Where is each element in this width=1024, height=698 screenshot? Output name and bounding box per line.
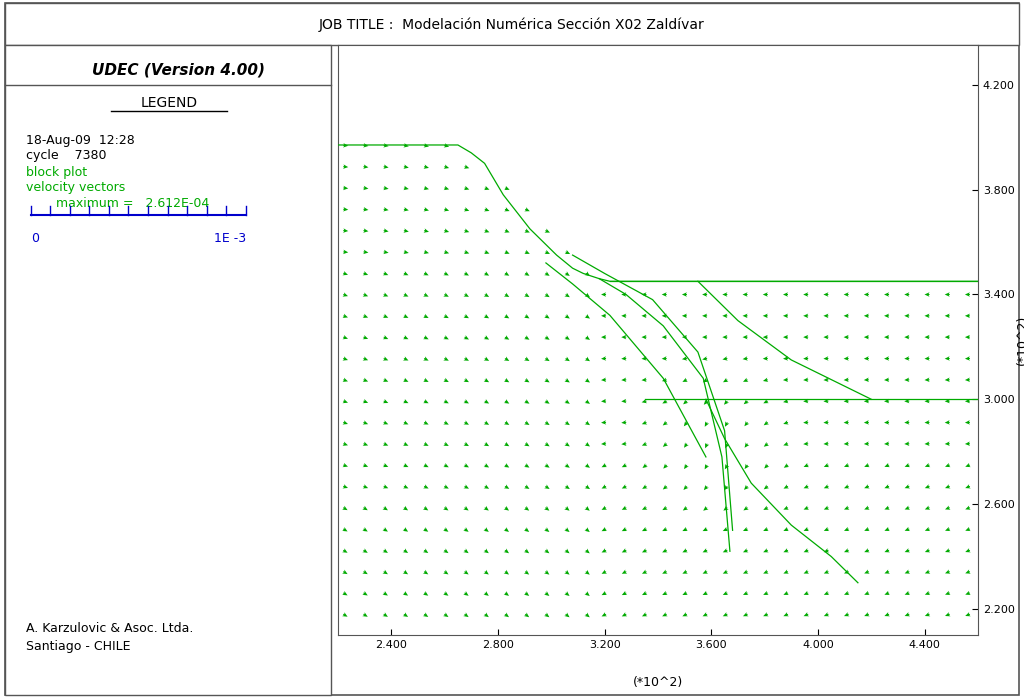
Text: JOB TITLE :  Modelación Numérica Sección X02 Zaldívar: JOB TITLE : Modelación Numérica Sección … (319, 17, 705, 31)
Text: 0: 0 (31, 232, 39, 245)
Bar (5, 3, 1019, 45)
X-axis label: (*10^2): (*10^2) (633, 676, 683, 690)
Text: 18-Aug-09  12:28: 18-Aug-09 12:28 (26, 134, 134, 147)
Text: velocity vectors: velocity vectors (26, 181, 125, 195)
Text: UDEC (Version 4.00): UDEC (Version 4.00) (92, 62, 265, 77)
Text: cycle    7380: cycle 7380 (26, 149, 106, 162)
Text: block plot: block plot (26, 166, 87, 179)
Bar (5, 45, 331, 695)
Text: maximum =   2.612E-04: maximum = 2.612E-04 (56, 197, 210, 210)
Text: (*10^2): (*10^2) (1016, 315, 1024, 365)
Text: LEGEND: LEGEND (140, 96, 198, 110)
Text: Santiago - CHILE: Santiago - CHILE (26, 639, 130, 653)
Text: 1E -3: 1E -3 (214, 232, 246, 245)
Text: A. Karzulovic & Asoc. Ltda.: A. Karzulovic & Asoc. Ltda. (26, 622, 193, 635)
